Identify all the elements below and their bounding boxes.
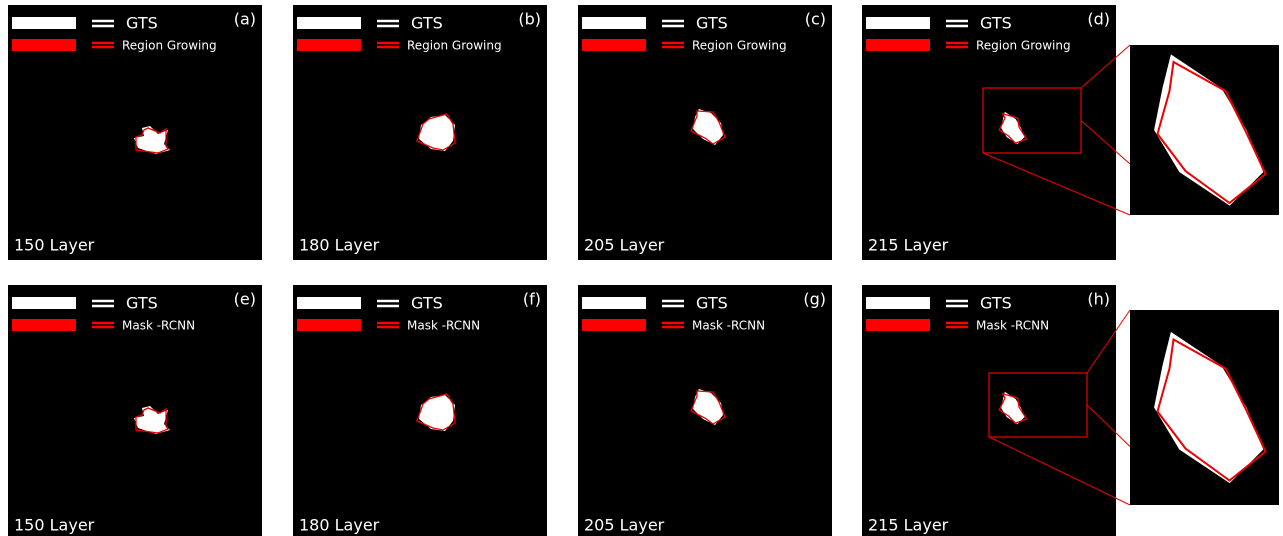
panel-label: (a) [234, 10, 256, 29]
legend-label: Mask -RCNN [407, 319, 480, 333]
panel-label: (d) [1087, 10, 1110, 29]
legend-label: Region Growing [692, 39, 787, 53]
layer-label: 215 Layer [868, 236, 949, 255]
legend-swatch-white [297, 17, 361, 29]
legend-swatch-red [297, 39, 361, 51]
layer-label: 150 Layer [14, 236, 95, 255]
zoom-connector [1080, 120, 1131, 165]
zoom [982, 44, 1279, 216]
legend-swatch-red [297, 319, 361, 331]
panel-label: (e) [234, 290, 256, 309]
predicted-contour [998, 112, 1028, 144]
legend-label: GTS [126, 14, 158, 33]
legend-swatch-white [866, 297, 930, 309]
legend-label: GTS [126, 294, 158, 313]
legend-swatch-white [866, 17, 930, 29]
panel: GTS Region Growing (d) 215 Layer [862, 5, 1116, 260]
predicted-contour [135, 127, 169, 154]
legend-label: Mask -RCNN [122, 319, 195, 333]
legend-swatch-red [582, 39, 646, 51]
legend-label: Region Growing [976, 39, 1071, 53]
legend-swatch-white [12, 17, 76, 29]
legend-swatch-white [12, 297, 76, 309]
legend-label: GTS [696, 294, 728, 313]
zoom-connector [982, 152, 1131, 216]
predicted-contour [690, 390, 726, 425]
legend-label: Mask -RCNN [692, 319, 765, 333]
legend-swatch-red [12, 39, 76, 51]
legend-swatch-white [582, 297, 646, 309]
predicted-contour [998, 392, 1028, 424]
zoom-connector [1086, 404, 1131, 447]
legend-label: GTS [411, 14, 443, 33]
panel-label: (h) [1087, 290, 1110, 309]
ground-truth-region [1154, 54, 1264, 206]
legend-label: GTS [980, 14, 1012, 33]
legend-label: Region Growing [122, 39, 217, 53]
predicted-contour [1156, 337, 1267, 482]
predicted-contour [416, 393, 456, 431]
legend-label: Region Growing [407, 39, 502, 53]
layer-label: 150 Layer [14, 516, 95, 535]
ground-truth-region [419, 115, 455, 151]
zoom-connector [1080, 44, 1131, 89]
panel-label: (g) [803, 290, 826, 309]
legend-label: Mask -RCNN [976, 319, 1049, 333]
zoom-connector [988, 436, 1131, 506]
predicted-contour [135, 407, 169, 434]
layer-label: 180 Layer [299, 516, 380, 535]
legend-label: GTS [696, 14, 728, 33]
panel-label: (c) [805, 10, 826, 29]
panel: GTS Region Growing (c) 205 Layer [578, 5, 832, 260]
ground-truth-region [419, 395, 455, 431]
ground-truth-region [1154, 331, 1264, 484]
panel: GTS Mask -RCNN (f) 180 Layer [293, 285, 547, 536]
layer-label: 180 Layer [299, 236, 380, 255]
predicted-contour [690, 110, 726, 145]
zoom [988, 309, 1279, 506]
legend-label: GTS [411, 294, 443, 313]
legend-swatch-red [866, 39, 930, 51]
predicted-contour [1156, 60, 1267, 205]
panel-label: (b) [518, 10, 541, 29]
legend-swatch-red [582, 319, 646, 331]
layer-label: 205 Layer [584, 236, 665, 255]
zoom-connector [1086, 309, 1131, 374]
layer-label: 205 Layer [584, 516, 665, 535]
ground-truth-region [1001, 111, 1025, 145]
legend-swatch-white [582, 17, 646, 29]
legend-label: GTS [980, 294, 1012, 313]
layer-label: 215 Layer [868, 516, 949, 535]
panel: GTS Mask -RCNN (e) 150 Layer [8, 285, 262, 536]
legend-swatch-red [12, 319, 76, 331]
ground-truth-region [1001, 391, 1025, 425]
panel: GTS Region Growing (b) 180 Layer [293, 5, 547, 260]
legend-swatch-red [866, 319, 930, 331]
legend-swatch-white [297, 297, 361, 309]
panel-label: (f) [523, 290, 541, 309]
panel: GTS Mask -RCNN (g) 205 Layer [578, 285, 832, 536]
predicted-contour [416, 113, 456, 151]
panel: GTS Region Growing (a) 150 Layer [8, 5, 262, 260]
